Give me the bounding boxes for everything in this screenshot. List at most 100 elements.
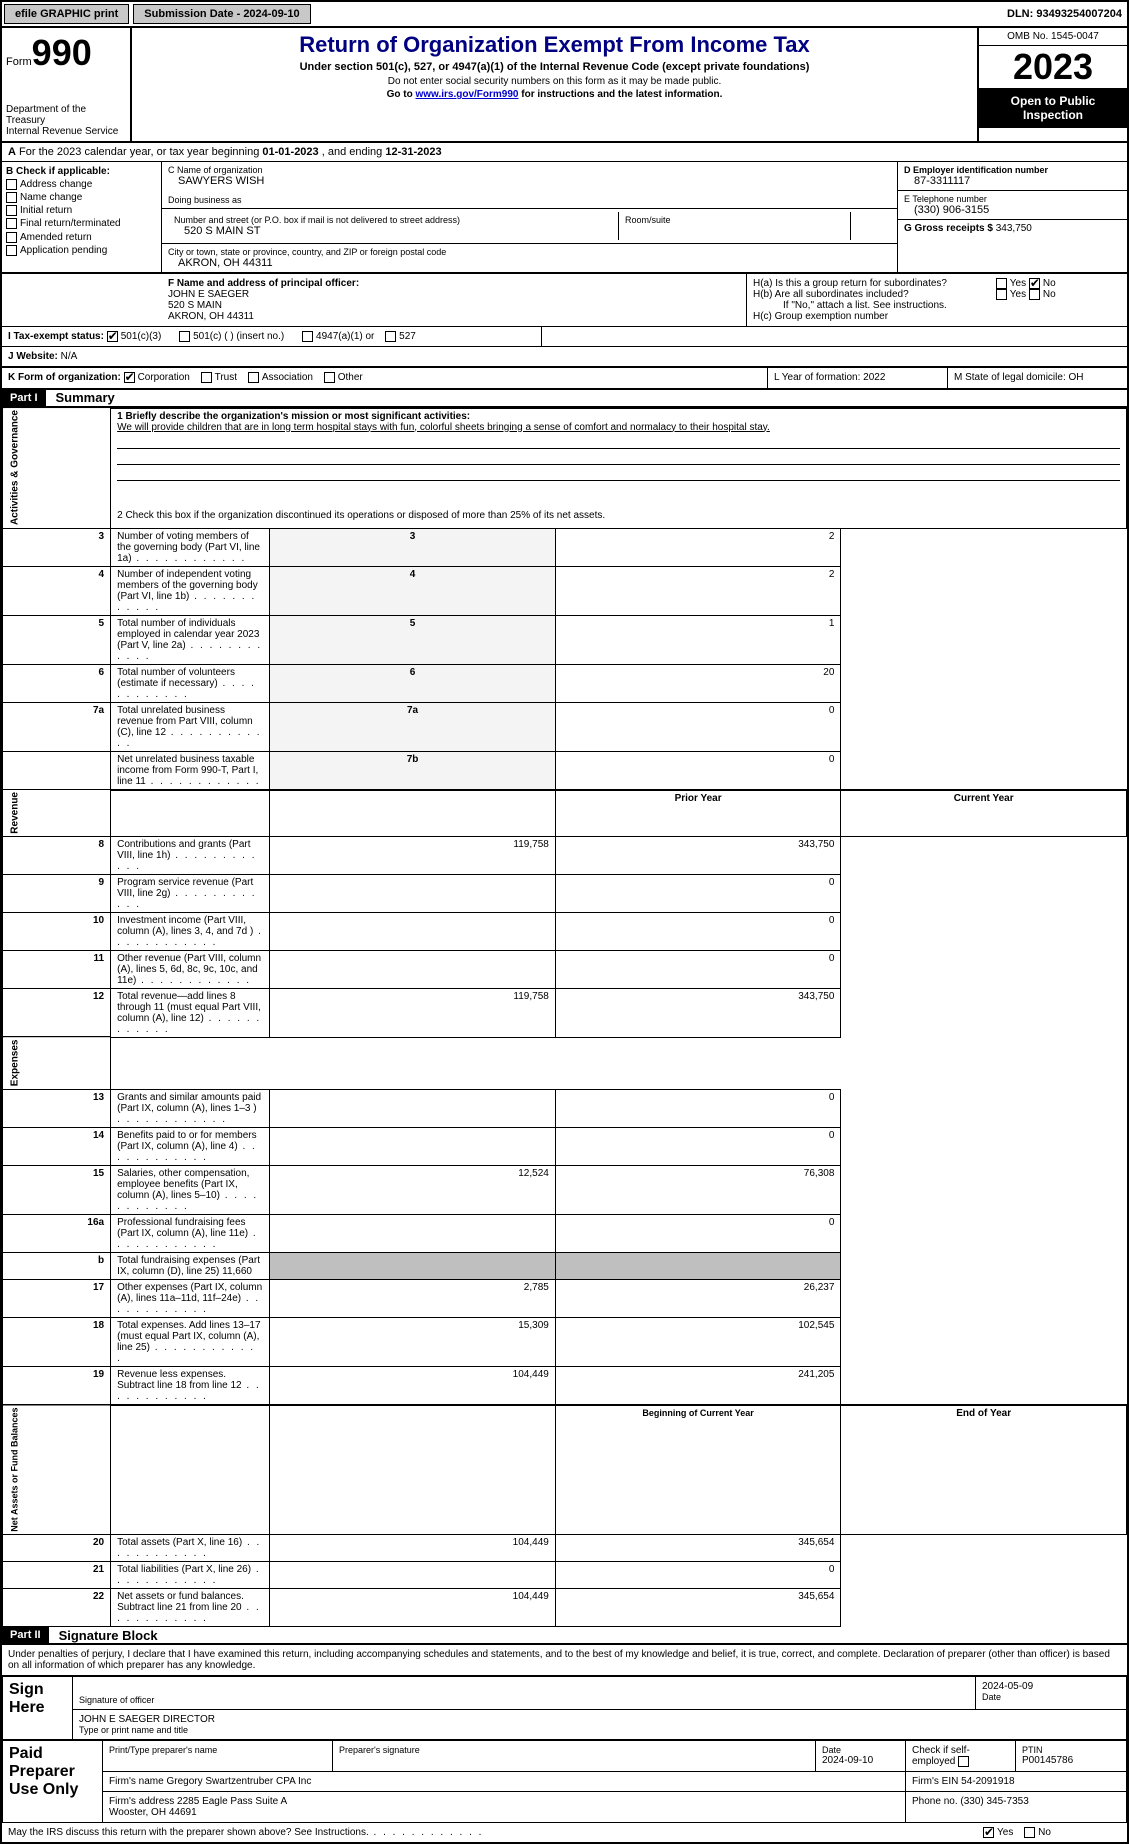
form-word: Form (6, 56, 32, 68)
form-org-label: K Form of organization: (8, 373, 121, 384)
hb-no[interactable] (1029, 289, 1040, 300)
form-title: Return of Organization Exempt From Incom… (142, 32, 967, 58)
gross-label: G Gross receipts $ (904, 223, 996, 234)
irs-link[interactable]: www.irs.gov/Form990 (415, 89, 518, 100)
hc-label: H(c) Group exemption number (753, 311, 1121, 322)
prior-year-hdr: Prior Year (555, 790, 841, 837)
officer-val: JOHN E SAEGER 520 S MAIN AKRON, OH 44311 (168, 289, 740, 322)
chk-amended-return[interactable] (6, 232, 17, 243)
topbar: efile GRAPHIC print Submission Date - 20… (2, 2, 1127, 28)
line2-text: 2 Check this box if the organization dis… (117, 510, 605, 521)
state-domicile: M State of legal domicile: OH (947, 368, 1127, 387)
preparer-date-label: Date (822, 1745, 899, 1755)
sign-here-label: Sign Here (3, 1677, 73, 1739)
paid-preparer-label: Paid Preparer Use Only (3, 1741, 103, 1822)
org-name: SAWYERS WISH (168, 175, 891, 187)
firm-addr-label: Firm's address (109, 1796, 177, 1807)
dln-label: DLN: 93493254007204 (1007, 8, 1122, 20)
officer-label: F Name and address of principal officer: (168, 278, 359, 289)
preparer-print-label: Print/Type preparer's name (109, 1745, 326, 1755)
vlabel-expenses: Expenses (3, 1037, 111, 1089)
discuss-label: May the IRS discuss this return with the… (8, 1827, 369, 1838)
part2-hdr: Part II (2, 1627, 49, 1643)
firm-ein: 54-2091918 (961, 1776, 1014, 1787)
street: 520 S MAIN ST (174, 225, 612, 237)
discuss-no[interactable] (1024, 1827, 1035, 1838)
sig-date-label: Date (982, 1692, 1120, 1702)
room-label: Room/suite (625, 215, 844, 225)
preparer-date: 2024-09-10 (822, 1755, 899, 1766)
ha-label: H(a) Is this a group return for subordin… (753, 278, 993, 289)
ssn-note: Do not enter social security numbers on … (142, 76, 967, 87)
chk-trust[interactable] (201, 372, 212, 383)
hb-note: If "No," attach a list. See instructions… (753, 300, 1121, 311)
chk-527[interactable] (385, 331, 396, 342)
chk-self-employed[interactable] (958, 1756, 969, 1767)
perjury-declaration: Under penalties of perjury, I declare th… (2, 1645, 1127, 1676)
officer-name-label: Type or print name and title (79, 1725, 1120, 1735)
chk-4947[interactable] (302, 331, 313, 342)
ptin: P00145786 (1022, 1755, 1120, 1766)
form-header: Form990 Department of the Treasury Inter… (2, 28, 1127, 143)
firm-phone-label: Phone no. (912, 1796, 960, 1807)
website-label: J Website: (8, 351, 61, 362)
vlabel-netassets: Net Assets or Fund Balances (3, 1405, 111, 1535)
discuss-yes[interactable] (983, 1827, 994, 1838)
vlabel-governance: Activities & Governance (3, 408, 111, 528)
website-val: N/A (61, 351, 78, 362)
city: AKRON, OH 44311 (168, 257, 891, 269)
firm-name: Gregory Swartzentruber CPA Inc (166, 1776, 311, 1787)
ptin-label: PTIN (1022, 1745, 1120, 1755)
col-b-checkboxes: B Check if applicable: Address change Na… (2, 162, 162, 272)
chk-name-change[interactable] (6, 192, 17, 203)
goto-label: Go to (387, 89, 416, 100)
chk-501c[interactable] (179, 331, 190, 342)
ein-label: D Employer identification number (904, 165, 1048, 175)
chk-corporation[interactable] (124, 372, 135, 383)
chk-address-change[interactable] (6, 179, 17, 190)
row-a-tax-year: A For the 2023 calendar year, or tax yea… (2, 143, 1127, 162)
form-subtitle: Under section 501(c), 527, or 4947(a)(1)… (142, 61, 967, 73)
vlabel-revenue: Revenue (3, 790, 111, 837)
hb-yes[interactable] (996, 289, 1007, 300)
street-label: Number and street (or P.O. box if mail i… (174, 215, 612, 225)
summary-table: Activities & Governance 1 Briefly descri… (2, 408, 1127, 1628)
public-inspection-badge: Open to Public Inspection (979, 88, 1127, 128)
hb-label: H(b) Are all subordinates included? (753, 289, 993, 300)
part1-hdr: Part I (2, 390, 46, 406)
chk-501c3[interactable] (107, 331, 118, 342)
tel-label: E Telephone number (904, 194, 1121, 204)
gross-receipts: 343,750 (996, 223, 1032, 234)
firm-phone: (330) 345-7353 (960, 1796, 1028, 1807)
part1-title: Summary (56, 390, 115, 405)
sig-date: 2024-05-09 (982, 1681, 1120, 1692)
omb-number: OMB No. 1545-0047 (979, 28, 1127, 46)
dba-label: Doing business as (168, 195, 891, 205)
chk-final-return[interactable] (6, 218, 17, 229)
chk-association[interactable] (248, 372, 259, 383)
chk-other[interactable] (324, 372, 335, 383)
sig-officer-label: Signature of officer (79, 1695, 969, 1705)
firm-ein-label: Firm's EIN (912, 1776, 961, 1787)
ha-yes[interactable] (996, 278, 1007, 289)
part2-title: Signature Block (59, 1628, 158, 1643)
submission-date-label: Submission Date - 2024-09-10 (133, 4, 310, 24)
chk-application-pending[interactable] (6, 245, 17, 256)
telephone: (330) 906-3155 (904, 204, 1121, 216)
row-i-label: I Tax-exempt status: (8, 331, 104, 342)
mission-text: We will provide children that are in lon… (117, 422, 1120, 433)
goto-label-2: for instructions and the latest informat… (518, 89, 722, 100)
col-b-title: B Check if applicable: (6, 166, 110, 177)
tax-year: 2023 (979, 46, 1127, 88)
officer-name: JOHN E SAEGER DIRECTOR (79, 1714, 1120, 1725)
firm-name-label: Firm's name (109, 1776, 166, 1787)
ha-no[interactable] (1029, 278, 1040, 289)
org-name-label: C Name of organization (168, 165, 891, 175)
chk-initial-return[interactable] (6, 205, 17, 216)
efile-print-button[interactable]: efile GRAPHIC print (4, 4, 129, 24)
ein: 87-3311117 (904, 175, 1121, 187)
form-number: 990 (32, 32, 92, 73)
preparer-sig-label: Preparer's signature (339, 1745, 809, 1755)
dept-label: Department of the Treasury Internal Reve… (6, 104, 126, 137)
mission-label: 1 Briefly describe the organization's mi… (117, 411, 470, 422)
